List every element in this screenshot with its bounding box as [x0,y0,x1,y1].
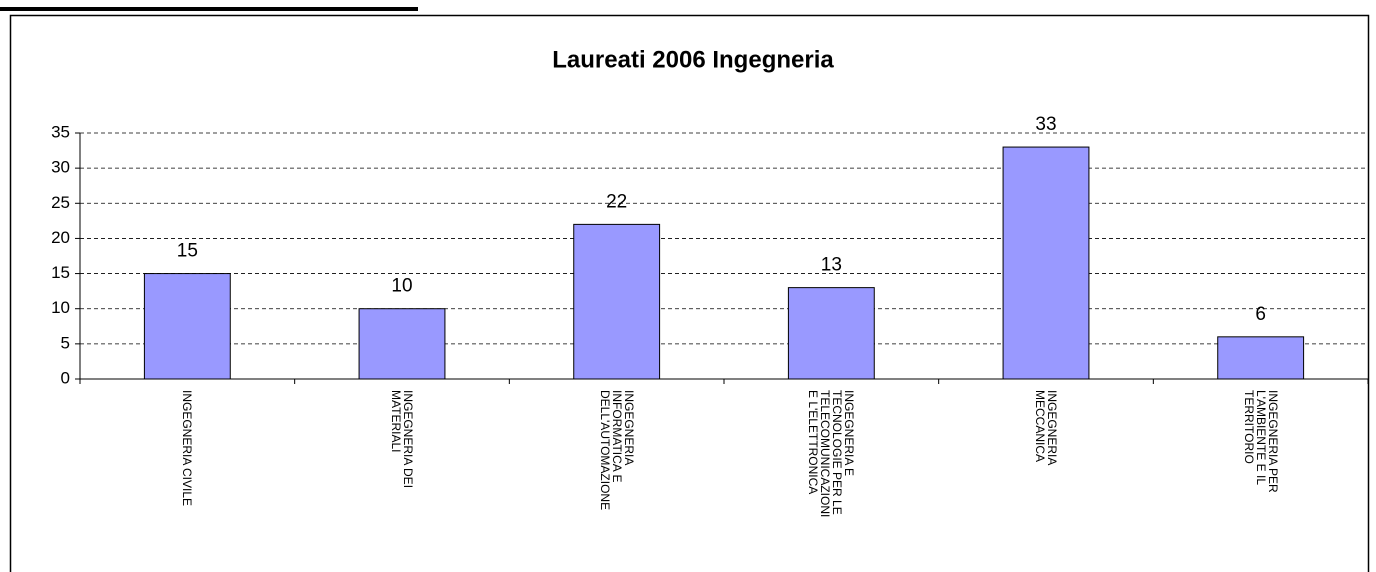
y-tick-label: 35 [51,122,70,141]
x-tick-label: INGEGNERIA PER L'AMBIENTE E IL TERRITORI… [1241,390,1280,493]
y-tick-label: 20 [51,228,70,247]
y-tick-label: 5 [61,333,70,352]
data-label: 6 [1255,304,1266,325]
y-tick-label: 0 [61,368,70,387]
x-tick-label: INGEGNERIA MECCANICA [1033,390,1059,466]
y-tick-label: 10 [51,298,70,317]
bar [1217,336,1305,380]
bar [143,273,231,380]
x-tick-label: INGEGNERIA DEI MATERIALI [389,390,415,489]
data-label: 33 [1035,114,1056,135]
y-tick-label: 30 [51,158,70,177]
x-tick-label: INGEGNERIA E TECNOLOGIE PER LE TELECOMUN… [806,390,857,518]
chart-title: Laureati 2006 Ingegneria [552,46,834,73]
data-label: 15 [177,241,198,262]
header-underline [0,7,418,11]
chart-frame [9,14,1370,572]
bar [787,287,875,380]
data-label: 10 [391,276,412,297]
x-tick-label: INGEGNERIA INFORMATICA E DELL'AUTOMAZION… [597,390,636,511]
y-tick-label: 25 [51,193,70,212]
bar [1002,146,1090,380]
data-label: 13 [821,255,842,276]
bar [358,308,446,380]
data-label: 22 [606,191,627,212]
y-tick-label: 15 [51,263,70,282]
bar [573,223,661,380]
x-tick-label: INGEGNERIA CIVILE [180,390,195,507]
